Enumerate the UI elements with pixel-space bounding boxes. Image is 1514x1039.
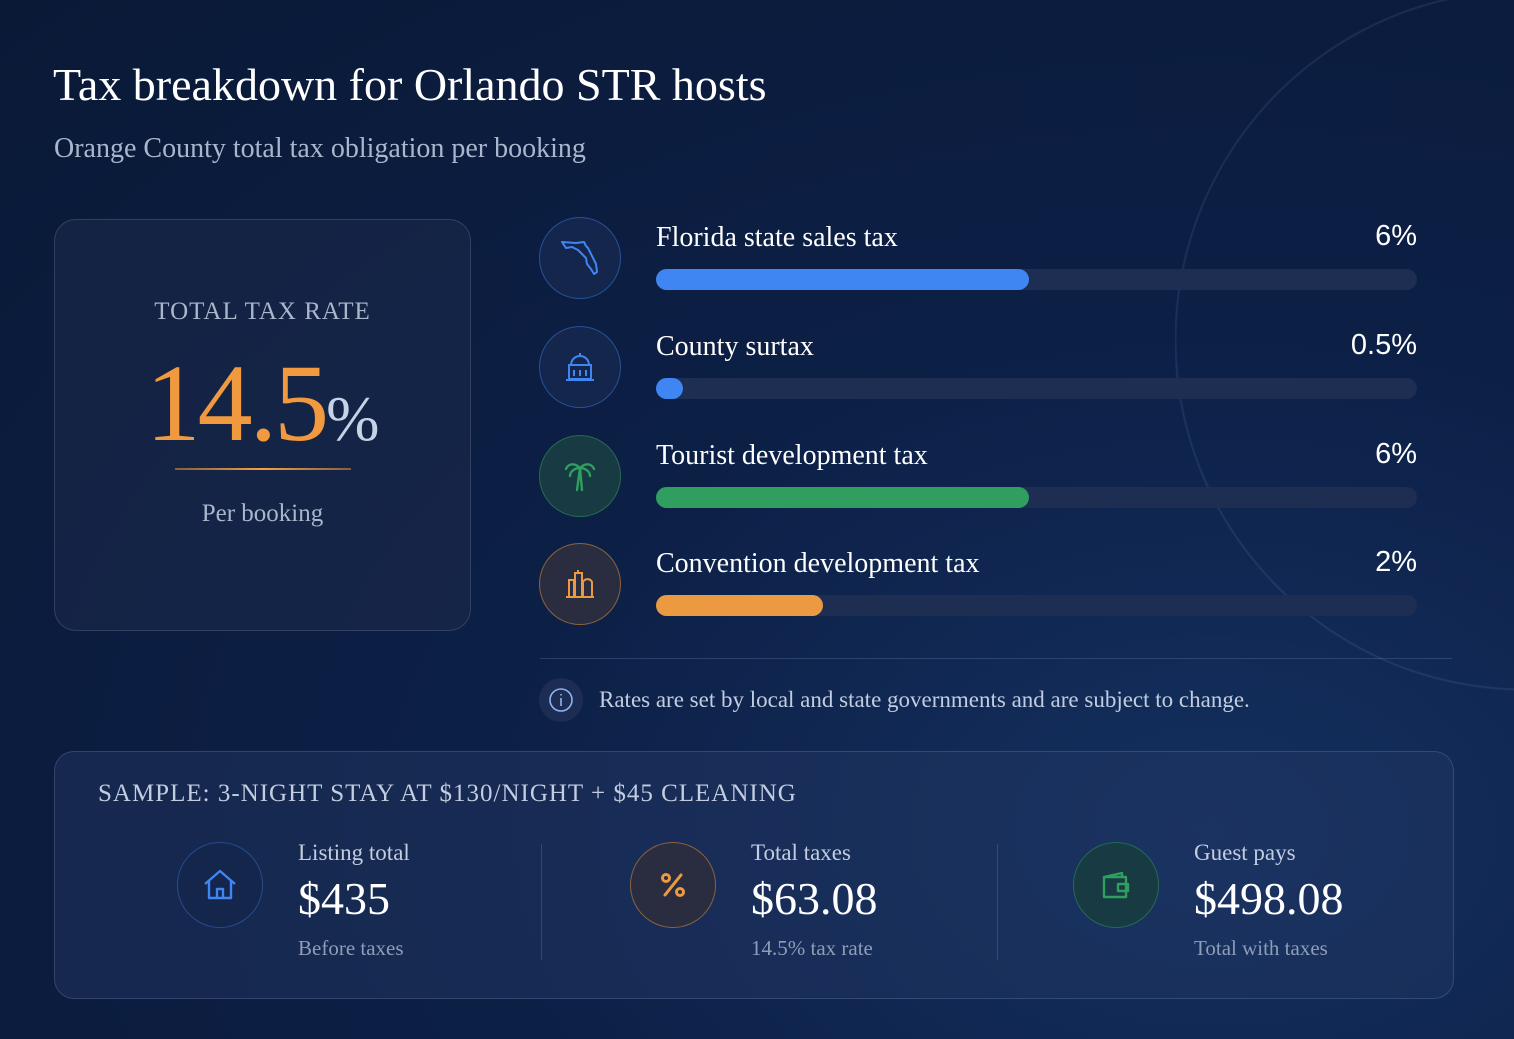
accent-divider <box>174 468 351 470</box>
rates-note-text: Rates are set by local and state governm… <box>599 687 1250 712</box>
tax-progress-fill <box>656 269 1029 290</box>
tax-name: Florida state sales tax <box>656 222 898 253</box>
stat-caption: Before taxes <box>298 936 404 960</box>
tax-progress-bar <box>656 269 1417 290</box>
stat-caption: Total with taxes <box>1194 936 1328 960</box>
decorative-arc <box>1175 0 1514 700</box>
total-taxes-stat: Total taxes $63.08 14.5% tax rate <box>630 840 960 962</box>
tax-row-state: Florida state sales tax 6% <box>539 217 1419 299</box>
sample-heading: SAMPLE: 3-NIGHT STAY AT $130/NIGHT + $45… <box>98 780 797 807</box>
house-icon <box>177 842 263 928</box>
tax-rate: 6% <box>1375 220 1417 252</box>
stat-caption: 14.5% tax rate <box>751 936 873 960</box>
rates-note: Rates are set by local and state governm… <box>539 678 1250 722</box>
tax-row-convention: Convention development tax 2% <box>539 543 1419 625</box>
wallet-icon <box>1073 842 1159 928</box>
total-tax-rate-value: 14.5 <box>145 342 329 464</box>
total-tax-rate-caption: Per booking <box>201 500 324 527</box>
percent-icon <box>630 842 716 928</box>
tax-progress-bar <box>656 595 1417 616</box>
stat-title: Total taxes <box>751 840 851 865</box>
tax-progress-fill <box>656 378 683 399</box>
total-tax-rate-unit: % <box>326 383 380 454</box>
tax-progress-fill <box>656 487 1029 508</box>
stat-value: $435 <box>298 873 390 924</box>
stat-value: $63.08 <box>751 873 878 924</box>
column-divider <box>997 844 998 960</box>
tax-name: Tourist development tax <box>656 440 928 471</box>
guest-pays-stat: Guest pays $498.08 Total with taxes <box>1073 840 1403 962</box>
total-tax-rate-card: TOTAL TAX RATE 14.5% Per booking <box>54 219 471 631</box>
tax-rate: 2% <box>1375 546 1417 578</box>
stat-title: Listing total <box>298 840 410 865</box>
section-divider <box>540 658 1452 659</box>
total-tax-rate-label: TOTAL TAX RATE <box>154 298 371 325</box>
tax-row-tourist: Tourist development tax 6% <box>539 435 1419 517</box>
palm-tree-icon <box>539 435 621 517</box>
government-building-icon <box>539 326 621 408</box>
column-divider <box>541 844 542 960</box>
tax-name: County surtax <box>656 331 814 362</box>
tax-rate: 0.5% <box>1350 329 1417 361</box>
listing-total-stat: Listing total $435 Before taxes <box>177 840 507 962</box>
sample-stay-card: SAMPLE: 3-NIGHT STAY AT $130/NIGHT + $45… <box>54 751 1454 999</box>
florida-map-icon <box>539 217 621 299</box>
tax-progress-fill <box>656 595 824 616</box>
page-title: Tax breakdown for Orlando STR hosts <box>53 59 767 110</box>
tax-progress-bar <box>656 487 1417 508</box>
tax-rate: 6% <box>1375 438 1417 470</box>
info-icon <box>539 678 583 722</box>
page-subtitle: Orange County total tax obligation per b… <box>54 133 586 164</box>
tax-progress-bar <box>656 378 1417 399</box>
stat-title: Guest pays <box>1194 840 1296 865</box>
tax-row-county: County surtax 0.5% <box>539 326 1419 408</box>
stat-value: $498.08 <box>1194 873 1344 924</box>
city-skyline-icon <box>539 543 621 625</box>
tax-name: Convention development tax <box>656 548 980 579</box>
